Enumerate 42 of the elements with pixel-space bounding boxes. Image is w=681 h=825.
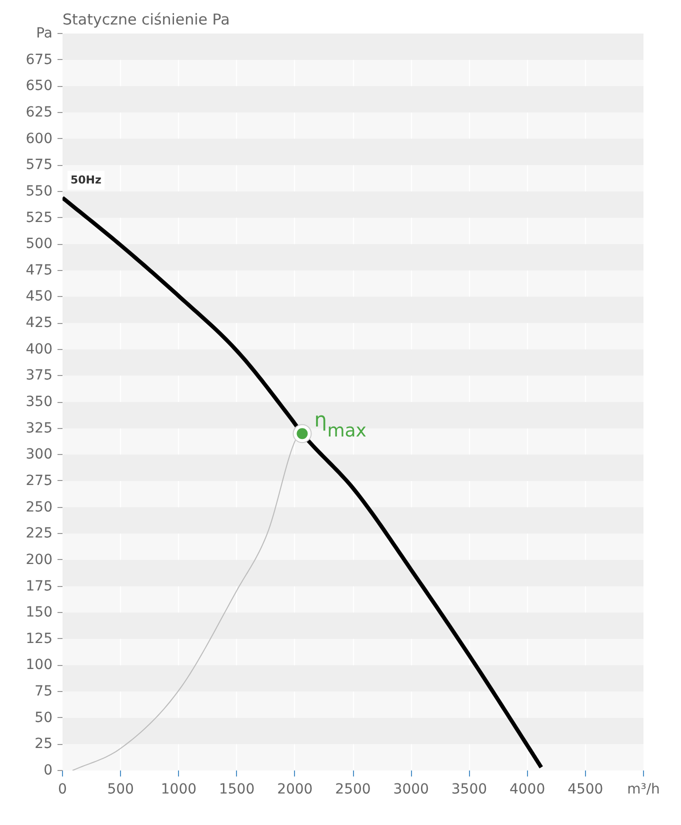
y-tick-label: 450 [26,288,53,305]
y-tick-label: 225 [26,526,53,542]
y-tick-label: 575 [26,157,53,174]
y-tick-label: 25 [34,736,53,752]
y-tick-label: 175 [26,578,53,594]
y-tick-label: 650 [26,78,53,94]
y-tick-label: 125 [26,630,53,647]
y-tick-label: 550 [26,183,53,200]
y-tick-label: 50 [34,710,53,726]
y-tick-label: 75 [34,684,53,700]
y-tick-label: 600 [26,130,53,147]
series-label: 50Hz [70,174,102,187]
x-tick-label: 2000 [277,782,313,798]
y-tick-label: 200 [26,552,53,568]
y-tick-label: 0 [44,762,53,778]
y-tick-label: 250 [26,499,53,516]
y-tick-label: 525 [26,210,53,226]
y-tick-label: 475 [26,262,53,278]
y-tick-label: 500 [26,236,53,252]
x-tick-label: 1500 [218,782,255,798]
x-tick-label: 4500 [568,782,604,798]
x-tick-label: 500 [107,782,134,798]
chart-title: Statyczne ciśnienie Pa [62,10,230,28]
x-tick-label: 3500 [451,782,488,798]
x-tick-label: 2500 [335,782,371,798]
y-tick-label: 400 [26,341,53,358]
x-tick-label: 4000 [509,782,546,798]
y-tick-label: 100 [26,657,53,674]
y-tick-label: 675 [26,52,53,68]
y-tick-label: 625 [26,104,53,120]
y-tick-label: 375 [26,368,53,384]
x-tick-label: 3000 [393,782,429,798]
y-tick-label: Pa [36,26,53,42]
y-tick-label: 350 [26,394,53,410]
y-tick-label: 150 [26,604,53,621]
x-tick-label: 0 [58,782,67,798]
y-tick-label: 300 [26,446,53,463]
y-tick-label: 425 [26,315,53,332]
y-tick-label: 325 [26,420,53,436]
x-tick-label: 1000 [160,782,197,798]
x-tick-label: m³/h [627,782,660,798]
y-tick-label: 275 [26,472,53,489]
